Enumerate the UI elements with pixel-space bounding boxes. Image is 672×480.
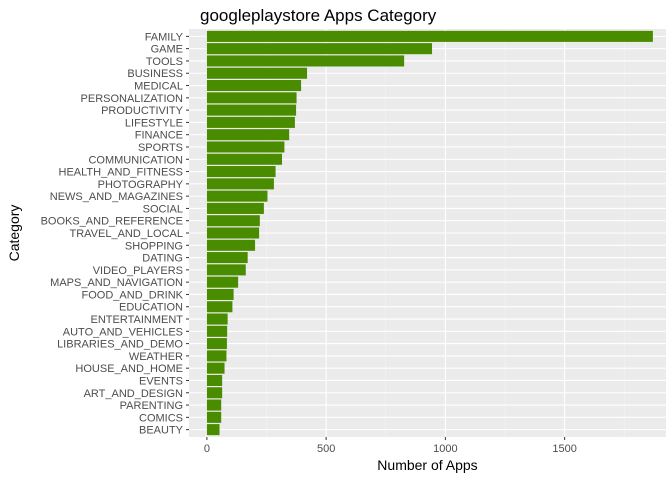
y-tick-label: FAMILY xyxy=(145,31,184,43)
bar-business xyxy=(206,67,308,79)
y-tick-label: WEATHER xyxy=(129,351,183,363)
y-tick-label: COMICS xyxy=(139,412,183,424)
bar-social xyxy=(206,202,264,214)
x-tick-label: 500 xyxy=(317,443,335,455)
y-tick-label: PRODUCTIVITY xyxy=(101,105,184,117)
y-tick-label: SHOPPING xyxy=(125,240,183,252)
bar-news-and-magazines xyxy=(206,190,268,202)
bar-parenting xyxy=(206,399,222,411)
bar-art-and-design xyxy=(206,387,223,399)
bar-beauty xyxy=(206,424,220,436)
bar-communication xyxy=(206,153,283,165)
y-axis-title: Category xyxy=(6,205,22,262)
bar-family xyxy=(206,30,653,42)
y-tick-label: VIDEO_PLAYERS xyxy=(93,265,183,277)
y-tick-label: PHOTOGRAPHY xyxy=(98,179,184,191)
bar-finance xyxy=(206,129,290,141)
bar-comics xyxy=(206,411,222,423)
y-tick-label: LIBRARIES_AND_DEMO xyxy=(57,339,183,351)
y-tick-labels: FAMILYGAMETOOLSBUSINESSMEDICALPERSONALIZ… xyxy=(41,31,189,437)
x-axis-title: Number of Apps xyxy=(377,457,477,473)
bar-tools xyxy=(206,55,405,67)
bar-photography xyxy=(206,178,274,190)
bar-house-and-home xyxy=(206,362,225,374)
y-tick-label: NEWS_AND_MAGAZINES xyxy=(50,191,183,203)
y-tick-label: TRAVEL_AND_LOCAL xyxy=(69,228,183,240)
y-tick-label: AUTO_AND_VEHICLES xyxy=(63,326,183,338)
bar-auto-and-vehicles xyxy=(206,325,228,337)
bar-health-and-fitness xyxy=(206,166,276,178)
bar-shopping xyxy=(206,239,256,251)
bar-entertainment xyxy=(206,313,228,325)
y-tick-label: PARENTING xyxy=(120,400,183,412)
x-tick-label: 1000 xyxy=(433,443,457,455)
y-tick-label: EVENTS xyxy=(139,375,183,387)
y-tick-label: FINANCE xyxy=(135,130,183,142)
y-tick-label: PERSONALIZATION xyxy=(81,93,184,105)
bar-medical xyxy=(206,80,302,92)
bar-personalization xyxy=(206,92,297,104)
x-tick-label: 0 xyxy=(204,443,210,455)
y-tick-label: DATING xyxy=(142,253,183,265)
bars xyxy=(206,30,653,436)
y-tick-label: TOOLS xyxy=(146,56,183,68)
bar-events xyxy=(206,374,223,386)
bar-game xyxy=(206,43,433,55)
y-tick-label: SOCIAL xyxy=(143,203,183,215)
bar-education xyxy=(206,301,233,313)
bar-libraries-and-demo xyxy=(206,338,227,350)
y-tick-label: BOOKS_AND_REFERENCE xyxy=(41,216,183,228)
bar-travel-and-local xyxy=(206,227,260,239)
bar-food-and-drink xyxy=(206,288,234,300)
bar-weather xyxy=(206,350,227,362)
y-tick-label: ART_AND_DESIGN xyxy=(84,388,183,400)
y-tick-label: COMMUNICATION xyxy=(88,154,183,166)
bar-books-and-reference xyxy=(206,215,260,227)
y-tick-label: EDUCATION xyxy=(119,302,183,314)
chart-title: googleplaystore Apps Category xyxy=(200,6,437,25)
bar-lifestyle xyxy=(206,116,295,128)
y-tick-label: BEAUTY xyxy=(139,425,184,437)
y-tick-label: BUSINESS xyxy=(127,68,183,80)
bar-productivity xyxy=(206,104,297,116)
y-tick-label: SPORTS xyxy=(138,142,183,154)
y-tick-label: MAPS_AND_NAVIGATION xyxy=(50,277,183,289)
bar-maps-and-navigation xyxy=(206,276,239,288)
x-tick-label: 1500 xyxy=(552,443,576,455)
bar-dating xyxy=(206,252,248,264)
y-tick-label: MEDICAL xyxy=(134,81,183,93)
y-tick-label: ENTERTAINMENT xyxy=(91,314,184,326)
y-tick-label: LIFESTYLE xyxy=(125,117,183,129)
bar-video-players xyxy=(206,264,246,276)
x-tick-labels: 0 500 1000 1500 xyxy=(204,437,577,455)
y-tick-label: GAME xyxy=(151,44,183,56)
bar-sports xyxy=(206,141,285,153)
y-tick-label: HOUSE_AND_HOME xyxy=(75,363,183,375)
y-tick-label: FOOD_AND_DRINK xyxy=(82,289,184,301)
y-tick-label: HEALTH_AND_FITNESS xyxy=(59,167,184,179)
